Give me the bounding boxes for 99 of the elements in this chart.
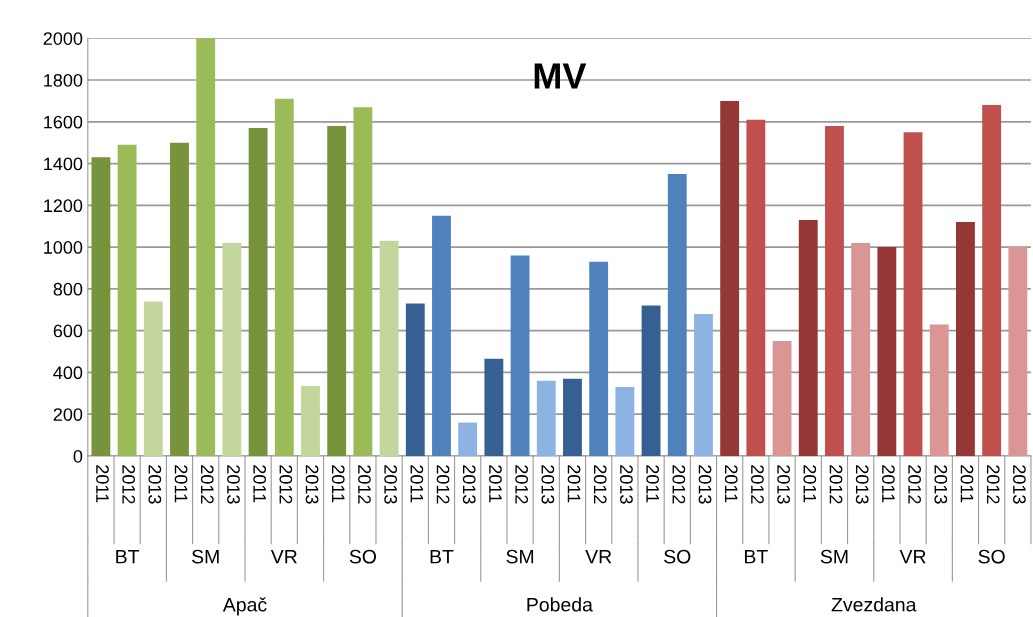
bar xyxy=(956,222,975,456)
text: BT xyxy=(116,549,140,564)
bar xyxy=(851,242,871,456)
bar xyxy=(353,107,373,456)
text: SO xyxy=(664,549,691,564)
bar xyxy=(91,157,111,456)
x-tick-label: 2011 xyxy=(174,465,188,503)
x-tick-label: 2013 xyxy=(305,465,319,504)
y-tick-label: 1200 xyxy=(44,199,83,213)
y-tick-label: 1600 xyxy=(44,115,83,129)
x-tick-label: 2013 xyxy=(462,465,476,504)
y-tick-label: 1400 xyxy=(44,157,83,171)
bar xyxy=(982,105,1002,456)
text: VR xyxy=(270,549,297,564)
text: SM xyxy=(820,549,848,564)
x-tick-label: 2012 xyxy=(122,465,136,504)
x-tick-label: 2012 xyxy=(593,465,607,504)
x-tick-label: 2013 xyxy=(698,465,712,504)
bar xyxy=(720,100,740,456)
y-tick-label: 1000 xyxy=(44,241,83,254)
x-tick-label: 2013 xyxy=(777,465,790,504)
bar xyxy=(248,128,268,456)
y-tick-label: 800 xyxy=(53,282,83,296)
y-tick-label: 400 xyxy=(53,366,83,380)
bar xyxy=(196,38,216,456)
bar xyxy=(877,247,897,456)
x-tick-label: 2012 xyxy=(829,465,843,504)
bar xyxy=(117,144,137,456)
x-tick-label: 2011 xyxy=(410,465,424,503)
x-tick-label: 2011 xyxy=(489,465,502,503)
bar xyxy=(694,313,713,456)
bar xyxy=(274,98,294,456)
bar xyxy=(825,125,844,456)
bar xyxy=(170,142,189,456)
x-tick-label: 2011 xyxy=(803,465,817,503)
x-tick-label: 2011 xyxy=(646,465,659,503)
text: SO xyxy=(978,549,1005,564)
bar xyxy=(798,219,818,456)
bar xyxy=(405,303,425,456)
bar xyxy=(379,240,399,456)
x-tick-label: 2011 xyxy=(96,465,109,503)
text: SO xyxy=(349,549,376,564)
bar xyxy=(301,386,320,456)
bar xyxy=(929,324,949,456)
x-tick-label: 2012 xyxy=(200,465,214,504)
bar xyxy=(903,132,923,456)
x-tick-label: 2011 xyxy=(960,465,974,503)
bar xyxy=(667,174,687,456)
y-tick-label: 1800 xyxy=(44,73,83,87)
text: VR xyxy=(899,549,926,564)
bar xyxy=(510,255,530,456)
text: BT xyxy=(745,549,768,564)
text: MV xyxy=(534,63,587,89)
x-tick-label: 2011 xyxy=(882,465,895,503)
x-tick-label: 2012 xyxy=(751,465,764,504)
text: SM xyxy=(192,549,219,564)
bar xyxy=(458,422,478,456)
x-tick-label: 2011 xyxy=(331,465,345,503)
x-tick-label: 2012 xyxy=(672,465,686,504)
bar xyxy=(589,261,609,456)
bar xyxy=(536,380,556,456)
bar xyxy=(615,387,635,456)
bar xyxy=(222,242,242,456)
text: Zvezdana xyxy=(831,597,917,612)
x-tick-label: 2013 xyxy=(541,465,555,504)
x-tick-label: 2013 xyxy=(227,465,240,504)
x-tick-label: 2013 xyxy=(1012,465,1026,504)
x-tick-label: 2013 xyxy=(855,465,869,504)
y-tick-label: 2000 xyxy=(43,32,83,45)
x-tick-label: 2012 xyxy=(515,465,529,504)
text: VR xyxy=(585,549,612,564)
bar xyxy=(484,358,504,456)
text: BT xyxy=(430,549,454,564)
bar xyxy=(563,378,582,456)
x-tick-label: 2013 xyxy=(384,465,398,504)
x-tick-label: 2012 xyxy=(436,465,450,504)
x-tick-label: 2012 xyxy=(279,465,293,504)
bar xyxy=(772,341,792,456)
x-tick-label: 2013 xyxy=(620,465,633,504)
x-tick-label: 2011 xyxy=(724,465,738,503)
x-tick-label: 2013 xyxy=(148,465,162,504)
x-tick-label: 2011 xyxy=(567,465,581,503)
text: SM xyxy=(506,549,534,564)
x-tick-label: 2012 xyxy=(986,465,1000,504)
text: Apač xyxy=(222,597,267,616)
bar xyxy=(327,125,347,456)
text: Pobeda xyxy=(527,597,593,612)
x-tick-label: 2012 xyxy=(908,465,921,504)
y-tick-label: 600 xyxy=(53,324,83,338)
y-tick-label: 200 xyxy=(53,408,83,421)
y-tick-label: 0 xyxy=(73,449,83,463)
x-tick-label: 2011 xyxy=(253,465,267,503)
bar xyxy=(143,301,163,456)
bar xyxy=(641,305,661,456)
bar xyxy=(1008,247,1028,456)
x-tick-label: 2013 xyxy=(934,465,948,504)
bar xyxy=(432,215,451,456)
x-tick-label: 2012 xyxy=(358,465,371,504)
bar xyxy=(746,119,766,456)
